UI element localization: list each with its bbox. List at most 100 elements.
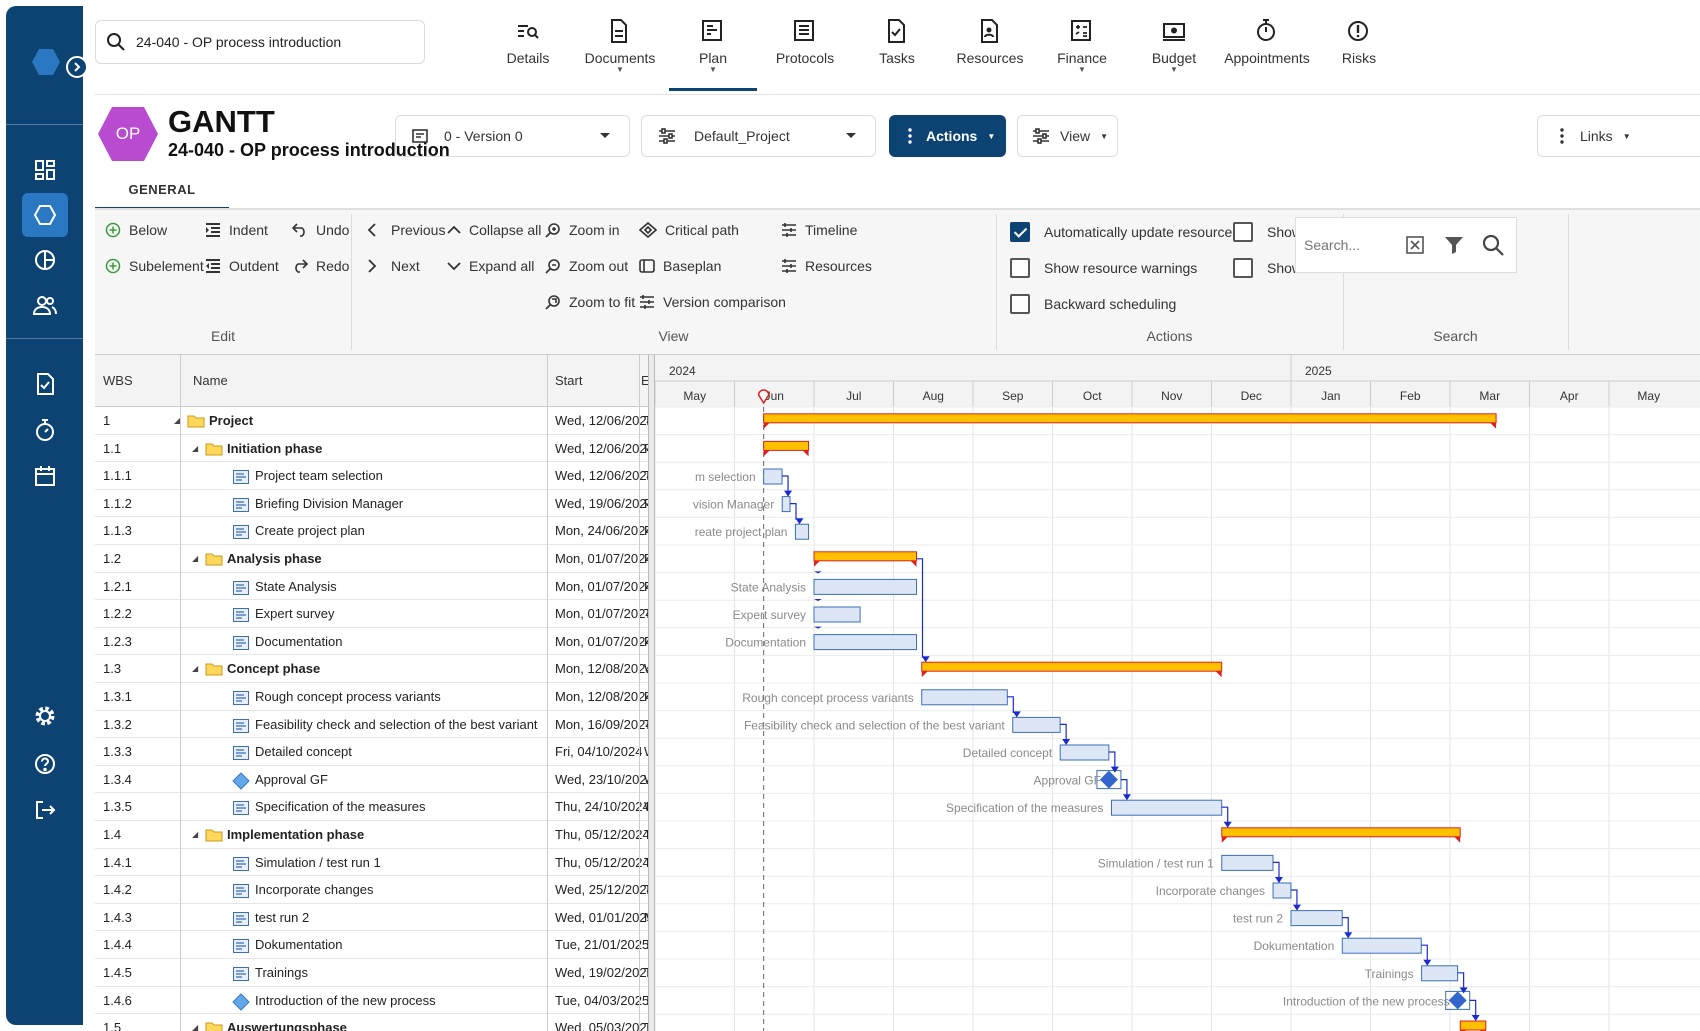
nav-finance[interactable]: Finance ▼ (1034, 14, 1130, 84)
summary-bar[interactable] (763, 440, 810, 451)
table-row[interactable]: 1.3.5 Specification of the measures Thu, 2… (95, 793, 655, 821)
logout-icon[interactable] (22, 788, 68, 832)
nav-details[interactable]: Details (480, 14, 576, 84)
nav-risks[interactable]: Risks (1311, 14, 1407, 84)
profile-select[interactable]: Default_Project (641, 115, 876, 157)
task-bar[interactable] (1272, 882, 1292, 899)
links-button[interactable]: Links ▼ (1537, 115, 1700, 157)
redo-button[interactable]: Redo (292, 258, 349, 274)
summary-bar[interactable] (1221, 827, 1461, 838)
table-row[interactable]: 1 ◢ Project Wed, 12/06/2024T (95, 407, 655, 435)
task-bar[interactable] (813, 634, 918, 651)
column-header-name[interactable]: Name (193, 373, 228, 388)
settings-icon[interactable] (22, 694, 68, 738)
task-bar[interactable] (1059, 744, 1110, 761)
table-row[interactable]: 1.5 ◢ Auswertungsphase Wed, 05/03/2025T (95, 1014, 655, 1031)
zoom-in-button[interactable]: Zoom in (545, 222, 620, 238)
table-row[interactable]: 1.4.1 Simulation / test run 1 Thu, 05/12/2… (95, 849, 655, 877)
column-header-end[interactable]: E (641, 373, 650, 388)
indent-button[interactable]: Indent (205, 222, 268, 238)
next-button[interactable]: Next (367, 258, 420, 274)
table-row[interactable]: 1.1 ◢ Initiation phase Wed, 12/06/2024F (95, 435, 655, 463)
task-bar[interactable] (1012, 716, 1061, 733)
table-row[interactable]: 1.1.2 Briefing Division Manager Wed, 19/06… (95, 490, 655, 518)
table-row[interactable]: 1.4.6 Introduction of the new process Tue,… (95, 987, 655, 1015)
tasks-check-icon[interactable] (22, 362, 68, 406)
baseplan-button[interactable]: Baseplan (639, 258, 721, 274)
calendar-icon[interactable] (22, 454, 68, 498)
task-bar[interactable] (1290, 910, 1343, 927)
table-row[interactable]: 1.3.2 Feasibility check and selection of … (95, 711, 655, 739)
logo-icon[interactable] (30, 46, 62, 78)
summary-bar[interactable] (921, 661, 1223, 672)
pane-splitter[interactable] (648, 355, 655, 1031)
nav-appointments[interactable]: Appointments (1219, 14, 1315, 84)
timeline-button[interactable]: Timeline (781, 222, 857, 238)
task-bar[interactable] (1110, 799, 1223, 816)
clear-icon[interactable] (1406, 236, 1424, 254)
table-row[interactable]: 1.4.5 Trainings Wed, 19/02/2025T (95, 959, 655, 987)
users-icon[interactable] (22, 283, 68, 327)
nav-tasks[interactable]: Tasks (849, 14, 945, 84)
collapse-toggle-icon[interactable]: ◢ (174, 416, 181, 425)
collapse-toggle-icon[interactable]: ◢ (192, 830, 199, 839)
collapse-toggle-icon[interactable]: ◢ (192, 664, 199, 674)
table-row[interactable]: 1.2 ◢ Analysis phase Mon, 01/07/2024F (95, 545, 655, 573)
collapse-toggle-icon[interactable]: ◢ (192, 443, 199, 453)
table-row[interactable]: 1.4.4 Dokumentation Tue, 21/01/2025T (95, 931, 655, 959)
tab-general[interactable]: GENERAL (95, 170, 229, 210)
gantt-search-input[interactable] (1304, 237, 1394, 253)
zoom-to-fit-button[interactable]: Zoom to fit (545, 294, 635, 310)
show-resource-warnings-checkbox[interactable]: Show resource warnings (1010, 258, 1197, 278)
table-row[interactable]: 1.4 ◢ Implementation phase Thu, 05/12/2024T (95, 821, 655, 849)
expand-all-button[interactable]: Expand all (447, 258, 534, 274)
add-subelement-button[interactable]: Subelement (105, 258, 204, 274)
summary-bar[interactable] (763, 413, 1497, 424)
version-select[interactable]: 0 - Version 0 (395, 115, 630, 157)
task-bar[interactable] (1421, 965, 1459, 982)
project-search-input[interactable]: 24-040 - OP process introduction (95, 20, 425, 64)
task-bar[interactable] (813, 606, 861, 623)
add-below-button[interactable]: Below (105, 222, 167, 238)
task-bar[interactable] (921, 689, 1008, 706)
view-button[interactable]: View ▼ (1017, 115, 1118, 157)
search-icon[interactable] (1482, 234, 1504, 256)
table-row[interactable]: 1.2.3 Documentation Mon, 01/07/2024F (95, 628, 655, 656)
zoom-out-button[interactable]: Zoom out (545, 258, 628, 274)
backward-scheduling-checkbox[interactable]: Backward scheduling (1010, 294, 1176, 314)
table-row[interactable]: 1.4.2 Incorporate changes Wed, 25/12/2024T (95, 876, 655, 904)
stopwatch-icon[interactable] (22, 408, 68, 452)
task-bar[interactable] (813, 578, 918, 595)
nav-resources[interactable]: Resources (942, 14, 1038, 84)
column-header-wbs[interactable]: WBS (103, 373, 133, 388)
table-row[interactable]: 1.1.1 Project team selection Wed, 12/06/20… (95, 462, 655, 490)
summary-bar[interactable] (813, 551, 918, 562)
collapse-all-button[interactable]: Collapse all (447, 222, 541, 238)
task-bar[interactable] (781, 496, 791, 513)
undo-button[interactable]: Undo (292, 222, 349, 238)
dashboard-icon[interactable] (22, 148, 68, 192)
nav-plan[interactable]: Plan ▼ (665, 14, 761, 91)
nav-protocols[interactable]: Protocols (757, 14, 853, 84)
milestone-marker[interactable] (1448, 991, 1467, 1010)
critical-path-button[interactable]: Critical path (639, 222, 739, 238)
task-bar[interactable] (1341, 937, 1422, 954)
auto-update-resources-checkbox[interactable]: Automatically update resources (1010, 222, 1239, 242)
column-header-start[interactable]: Start (555, 373, 583, 388)
resources-view-button[interactable]: Resources (781, 258, 872, 274)
actions-button[interactable]: Actions ▼ (889, 115, 1006, 157)
version-comparison-button[interactable]: Version comparison (639, 294, 786, 310)
sidebar-toggle-button[interactable] (66, 56, 88, 78)
table-row[interactable]: 1.1.3 Create project plan Mon, 24/06/2024F (95, 517, 655, 545)
task-bar[interactable] (763, 468, 783, 485)
collapse-toggle-icon[interactable]: ◢ (192, 554, 199, 563)
outdent-button[interactable]: Outdent (205, 258, 279, 274)
summary-bar[interactable] (1459, 1020, 1487, 1031)
nav-documents[interactable]: Documents ▼ (572, 14, 668, 84)
help-icon[interactable] (22, 742, 68, 786)
filter-icon[interactable] (1444, 236, 1464, 254)
